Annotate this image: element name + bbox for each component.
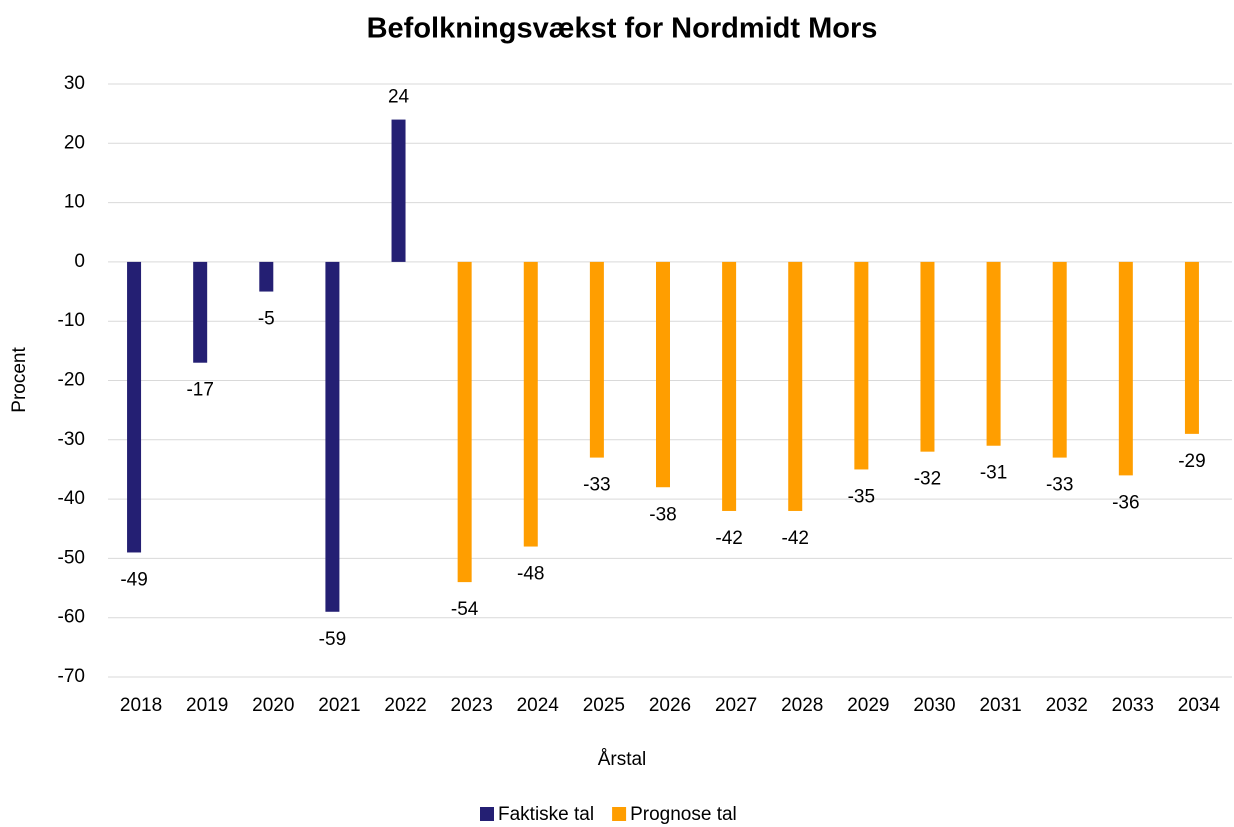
x-tick-label: 2028 [781, 695, 823, 716]
x-tick-label: 2025 [583, 695, 625, 716]
data-label: -33 [583, 475, 610, 496]
x-tick-label: 2024 [517, 695, 560, 716]
x-tick-label: 2019 [186, 695, 228, 716]
x-tick-label: 2018 [120, 695, 162, 716]
x-tick-label: 2026 [649, 695, 691, 716]
data-label: -5 [258, 309, 275, 330]
x-tick-label: 2033 [1112, 695, 1154, 716]
data-label: -42 [782, 528, 809, 549]
data-label: 24 [388, 87, 410, 108]
y-tick-label: -30 [58, 429, 85, 450]
x-tick-label: 2031 [979, 695, 1021, 716]
bar [722, 261, 737, 511]
legend-label: Prognose tal [630, 804, 737, 825]
bar [920, 261, 935, 452]
y-tick-label: -20 [58, 370, 85, 391]
data-label: -33 [1046, 475, 1073, 496]
data-label: -49 [120, 569, 147, 590]
y-tick-label: -10 [58, 310, 85, 331]
data-label: -29 [1178, 451, 1205, 472]
bar [986, 261, 1001, 446]
data-label: -17 [186, 380, 213, 401]
bar [325, 261, 340, 612]
data-label: -36 [1112, 492, 1139, 513]
data-label: -32 [914, 469, 941, 490]
bar [1118, 261, 1133, 476]
x-tick-label: 2027 [715, 695, 757, 716]
y-tick-label: -70 [58, 666, 85, 687]
y-tick-label: -40 [58, 488, 85, 509]
y-tick-label: 10 [64, 192, 85, 213]
bar [391, 119, 406, 262]
data-label: -35 [848, 486, 875, 507]
bar [1052, 261, 1067, 458]
y-tick-label: -50 [58, 547, 85, 568]
x-tick-label: 2032 [1046, 695, 1088, 716]
x-tick-label: 2021 [318, 695, 360, 716]
bar [457, 261, 472, 583]
x-tick-label: 2022 [384, 695, 426, 716]
y-tick-label: 20 [64, 132, 85, 153]
data-label: -42 [715, 528, 742, 549]
bar [656, 261, 670, 488]
data-label: -59 [319, 629, 346, 650]
data-label: -48 [517, 564, 544, 585]
y-tick-label: -60 [58, 607, 85, 628]
y-tick-label: 0 [74, 251, 85, 272]
data-label: -54 [451, 599, 479, 620]
x-tick-label: 2023 [451, 695, 493, 716]
bar [788, 261, 803, 511]
bar [523, 261, 538, 547]
bar [193, 261, 208, 363]
legend-label: Faktiske tal [498, 804, 594, 825]
y-axis-title: Procent [9, 347, 30, 413]
y-tick-label: 30 [64, 73, 85, 94]
bar [589, 261, 604, 458]
x-axis-title: Årstal [598, 749, 647, 770]
data-label: -38 [649, 504, 676, 525]
data-label: -31 [980, 463, 1007, 484]
x-tick-label: 2030 [913, 695, 955, 716]
bar [127, 261, 142, 553]
bar [854, 261, 869, 470]
bar [259, 261, 274, 292]
legend-swatch [612, 807, 627, 821]
legend-swatch [480, 807, 494, 821]
bar [1184, 261, 1199, 434]
chart-title: Befolkningsvækst for Nordmidt Mors [367, 13, 878, 45]
x-tick-label: 2034 [1178, 695, 1221, 716]
x-tick-label: 2020 [252, 695, 294, 716]
x-tick-label: 2029 [847, 695, 889, 716]
